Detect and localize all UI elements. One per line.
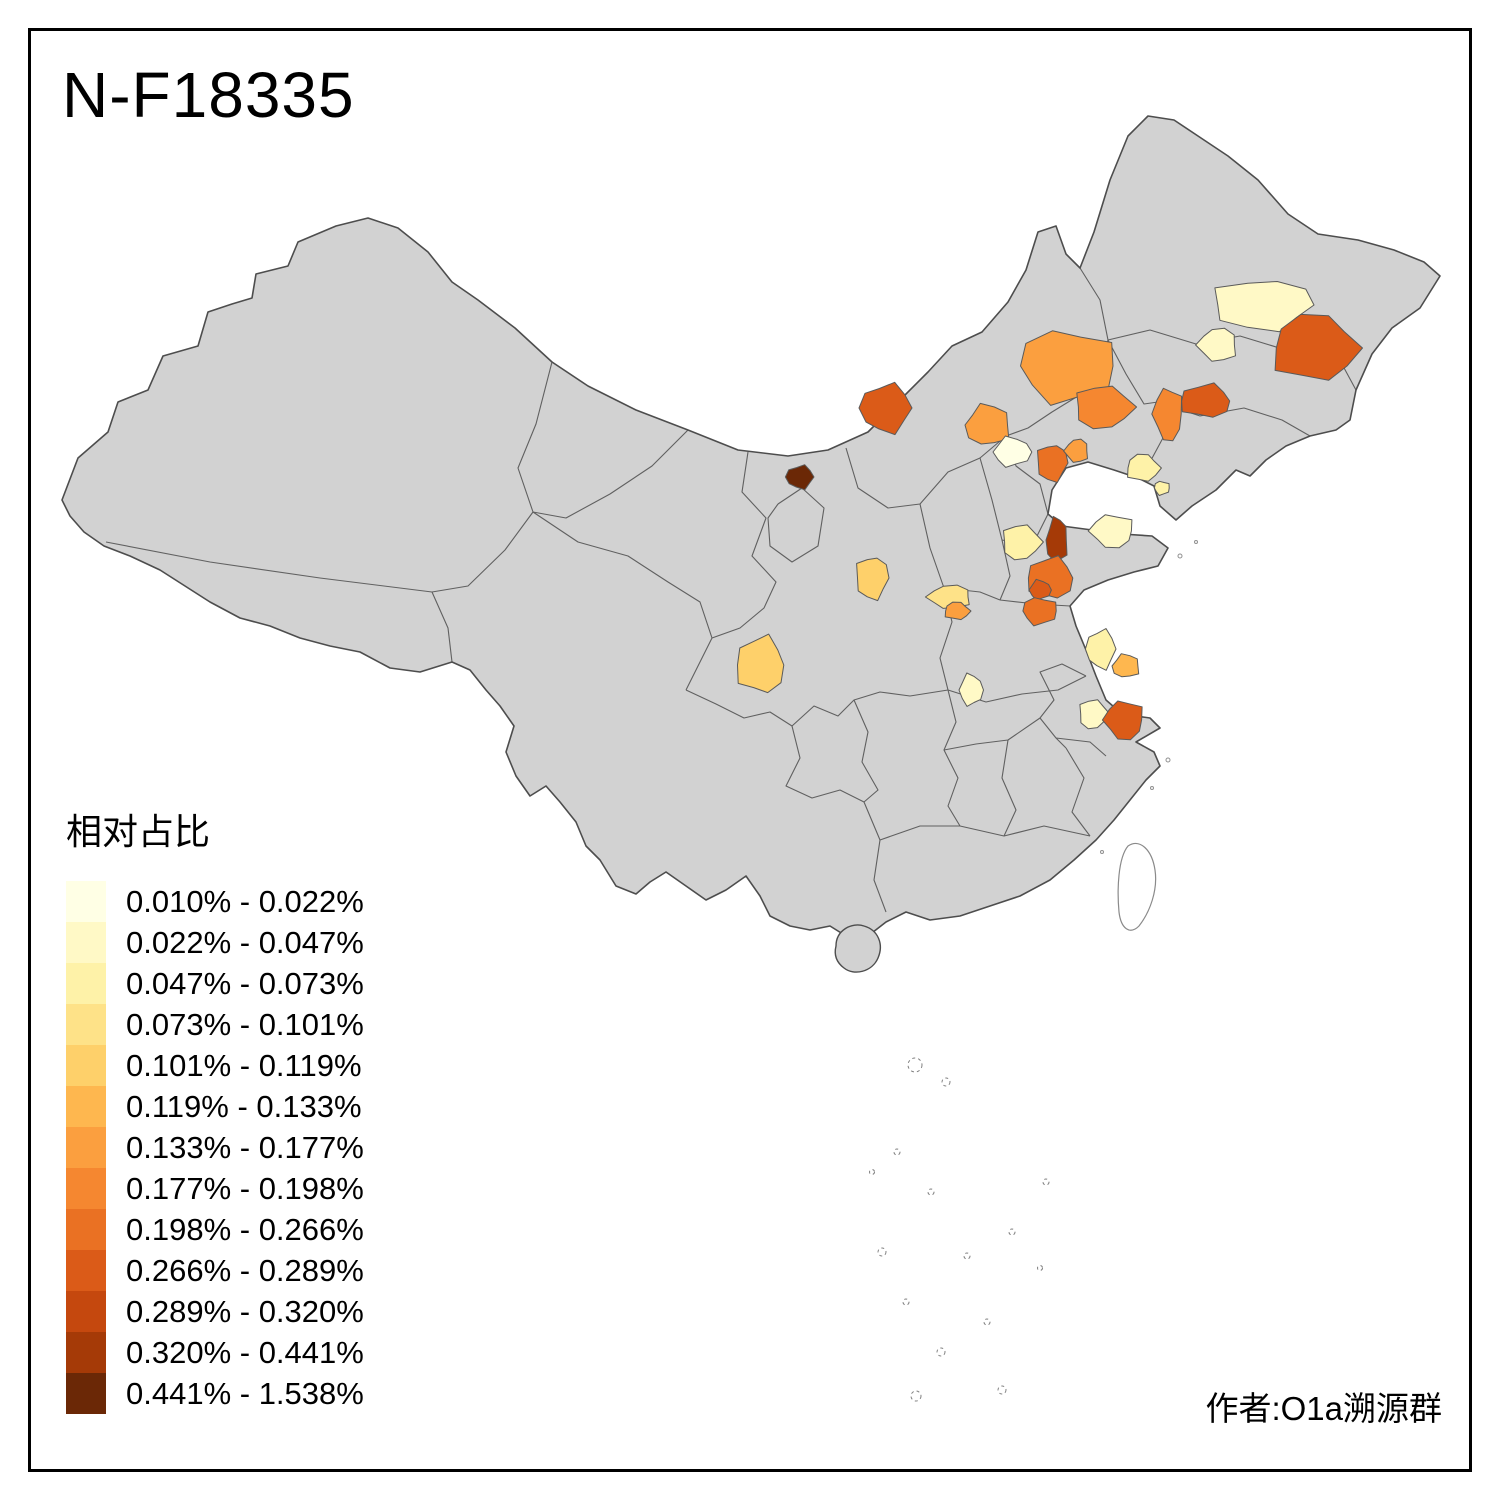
legend-swatch [66, 881, 106, 922]
china-mainland-outline [61, 115, 1441, 951]
legend-label: 0.289% - 0.320% [126, 1293, 364, 1329]
legend-swatch [66, 1004, 106, 1045]
legend-swatch [66, 1086, 106, 1127]
prefecture-region [1181, 382, 1231, 418]
prefecture-region [1045, 515, 1068, 562]
legend-swatch [66, 922, 106, 963]
legend-swatch [66, 1291, 106, 1332]
prefecture-region [1028, 578, 1052, 601]
prefecture-region [964, 402, 1010, 445]
prefecture-region [992, 435, 1033, 468]
legend-row: 0.133% - 0.177% [66, 1127, 364, 1168]
legend: 相对占比 0.010% - 0.022% 0.022% - 0.047% 0.047… [66, 803, 364, 1414]
prefecture-region [1079, 699, 1111, 730]
legend-row: 0.010% - 0.022% [66, 881, 364, 922]
prefecture-region [1111, 653, 1140, 678]
legend-swatch [66, 1045, 106, 1086]
legend-swatch [66, 963, 106, 1004]
legend-label: 0.133% - 0.177% [126, 1129, 364, 1165]
legend-swatch [66, 1209, 106, 1250]
legend-label: 0.010% - 0.022% [126, 883, 364, 919]
chart-title: N-F18335 [62, 59, 355, 131]
prefecture-region [737, 633, 785, 694]
prefecture-region [1022, 597, 1057, 627]
legend-row: 0.198% - 0.266% [66, 1209, 364, 1250]
legend-label: 0.022% - 0.047% [126, 924, 364, 960]
legend-swatch [66, 1250, 106, 1291]
legend-swatch [66, 1168, 106, 1209]
prefecture-region [1151, 387, 1183, 442]
legend-label: 0.177% - 0.198% [126, 1170, 364, 1206]
prefecture-region [1037, 445, 1069, 483]
legend-label: 0.047% - 0.073% [126, 965, 364, 1001]
legend-row: 0.177% - 0.198% [66, 1168, 364, 1209]
legend-row: 0.119% - 0.133% [66, 1086, 364, 1127]
legend-row: 0.047% - 0.073% [66, 963, 364, 1004]
legend-label: 0.119% - 0.133% [126, 1088, 362, 1124]
taiwan-island [1117, 842, 1157, 931]
prefecture-region [784, 464, 815, 491]
legend-row: 0.266% - 0.289% [66, 1250, 364, 1291]
legend-label: 0.198% - 0.266% [126, 1211, 364, 1247]
prefecture-region [958, 672, 984, 707]
prefecture-region [1063, 438, 1088, 463]
legend-swatch [66, 1332, 106, 1373]
legend-swatch [66, 1373, 106, 1414]
map-base-layer [61, 115, 1441, 973]
legend-row: 0.289% - 0.320% [66, 1291, 364, 1332]
colored-prefectures-layer [737, 281, 1363, 741]
hainan-island [834, 924, 882, 973]
legend-title: 相对占比 [66, 811, 211, 852]
legend-row: 0.320% - 0.441% [66, 1332, 364, 1373]
prefecture-region [1153, 480, 1170, 496]
prefecture-region [1076, 385, 1138, 430]
legend-row: 0.073% - 0.101% [66, 1004, 364, 1045]
prefecture-region [1087, 514, 1133, 549]
prefecture-region [944, 601, 972, 621]
legend-label: 0.266% - 0.289% [126, 1252, 364, 1288]
attribution: 作者:O1a溯源群 [1205, 1390, 1442, 1427]
legend-swatch [66, 1127, 106, 1168]
coastal-islets [1100, 540, 1198, 854]
prefecture-region [1084, 628, 1117, 671]
legend-row: 0.101% - 0.119% [66, 1045, 364, 1086]
prefecture-region [856, 557, 890, 602]
prefecture-region [1003, 524, 1044, 561]
legend-label: 0.073% - 0.101% [126, 1006, 364, 1042]
legend-rows: 0.010% - 0.022% 0.022% - 0.047% 0.047% - 0… [66, 881, 364, 1414]
legend-row: 0.022% - 0.047% [66, 922, 364, 963]
south-china-sea-islands [869, 1057, 1050, 1402]
prefecture-region [858, 381, 913, 436]
legend-label: 0.101% - 0.119% [126, 1047, 362, 1083]
legend-label: 0.320% - 0.441% [126, 1334, 364, 1370]
prefecture-region [1127, 453, 1162, 482]
legend-row: 0.441% - 1.538% [66, 1373, 364, 1414]
prefecture-region [1274, 313, 1363, 381]
islands-layer [869, 540, 1198, 1402]
prefecture-region [1195, 327, 1236, 362]
prefecture-region [1101, 700, 1143, 741]
legend-label: 0.441% - 1.538% [126, 1375, 364, 1411]
